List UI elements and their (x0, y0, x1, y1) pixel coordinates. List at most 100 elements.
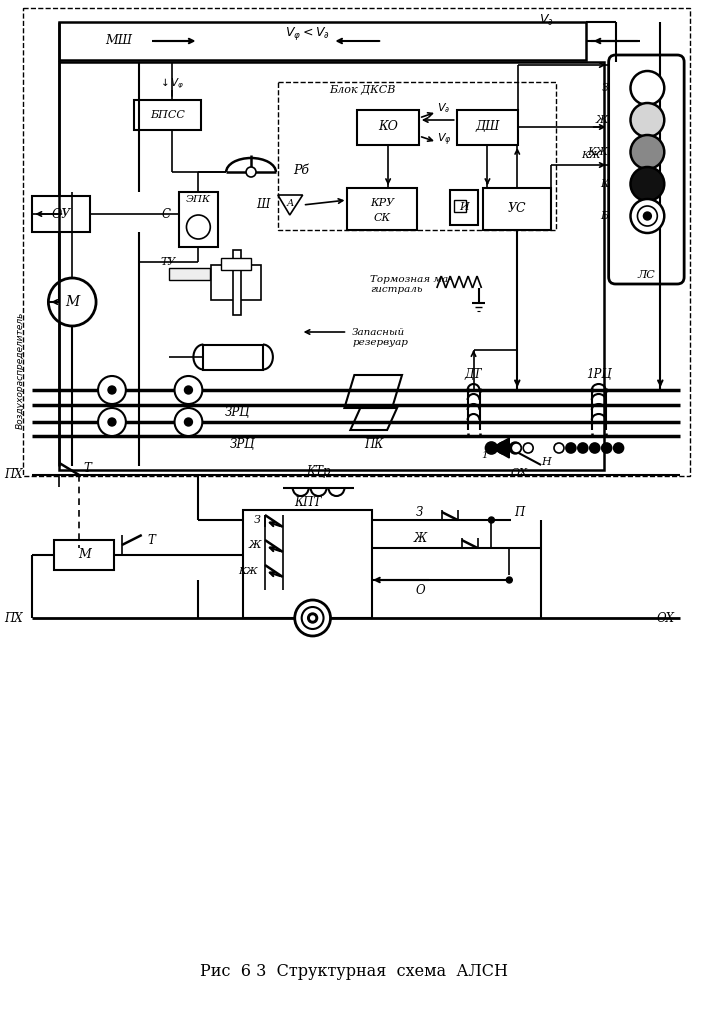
Text: З: З (254, 516, 261, 525)
Bar (278, 82, 556, 230)
Text: $V_\partial$: $V_\partial$ (437, 101, 450, 114)
Text: ОУ: ОУ (51, 207, 71, 221)
Text: ТУ: ТУ (160, 257, 176, 267)
Circle shape (486, 443, 496, 453)
Text: ОХ: ОХ (510, 468, 528, 478)
Text: М: М (65, 295, 80, 309)
Text: КЖ: КЖ (238, 567, 258, 576)
Circle shape (246, 167, 256, 177)
Text: Т: Т (83, 462, 91, 474)
Text: БПСС: БПСС (150, 110, 185, 120)
Text: ЗРЦ: ЗРЦ (226, 405, 251, 419)
Circle shape (175, 408, 202, 436)
Bar (203, 345, 263, 370)
Circle shape (486, 442, 498, 454)
Bar (23, 8, 690, 476)
Circle shape (311, 616, 314, 620)
Text: КРУ: КРУ (370, 198, 394, 208)
Text: К: К (600, 179, 608, 189)
Bar (59, 62, 603, 470)
Text: Ж: Ж (248, 540, 261, 550)
Text: О: О (415, 584, 424, 597)
Bar (457, 110, 518, 145)
Text: ЭПК: ЭПК (186, 196, 211, 204)
Text: Ж: Ж (413, 532, 427, 544)
Text: $V_\partial$: $V_\partial$ (539, 12, 553, 28)
Text: КЖ: КЖ (581, 151, 601, 160)
Circle shape (185, 418, 192, 426)
Circle shape (489, 517, 494, 523)
Bar (168, 268, 210, 280)
Bar (243, 510, 372, 618)
Circle shape (523, 443, 533, 453)
Polygon shape (491, 438, 509, 458)
Bar (54, 540, 114, 570)
Text: $V_\varphi$: $V_\varphi$ (437, 132, 451, 148)
Text: КТр: КТр (307, 466, 331, 478)
Text: П: П (514, 505, 525, 519)
Text: УС: УС (508, 202, 527, 215)
Text: Н: Н (541, 457, 551, 467)
Circle shape (630, 103, 664, 137)
Text: ПХ: ПХ (4, 468, 23, 481)
Text: Рб: Рб (293, 164, 309, 176)
Circle shape (506, 577, 513, 583)
Bar (450, 190, 477, 225)
Bar (134, 100, 202, 130)
Text: ЛС: ЛС (637, 270, 655, 280)
Text: ДТ: ДТ (465, 368, 482, 381)
Text: $\downarrow V_\varphi$: $\downarrow V_\varphi$ (159, 76, 185, 91)
Circle shape (630, 199, 664, 233)
Bar (32, 196, 90, 232)
Text: Б: Б (601, 211, 608, 221)
Text: КЖ: КЖ (587, 147, 608, 157)
Circle shape (108, 386, 116, 394)
Circle shape (601, 443, 612, 453)
Text: Воздухораспределитель: Воздухораспределитель (16, 311, 25, 429)
Circle shape (630, 135, 664, 169)
Circle shape (49, 278, 96, 326)
Text: И: И (459, 202, 469, 212)
Circle shape (498, 442, 509, 454)
Text: А: А (286, 199, 293, 207)
Circle shape (98, 408, 126, 436)
Circle shape (590, 443, 600, 453)
Text: ЗРЦ: ЗРЦ (231, 438, 256, 452)
Text: ОХ: ОХ (656, 611, 674, 625)
Text: КО: КО (378, 121, 398, 133)
FancyBboxPatch shape (608, 55, 684, 284)
Bar (212, 265, 261, 300)
Text: Рис  6 3  Структурная  схема  АЛСН: Рис 6 3 Структурная схема АЛСН (200, 964, 508, 980)
Text: С: С (161, 208, 170, 222)
Circle shape (613, 443, 623, 453)
Circle shape (630, 71, 664, 105)
Circle shape (630, 167, 664, 201)
Circle shape (108, 418, 116, 426)
Text: ПХ: ПХ (4, 611, 23, 625)
Text: 1РЦ: 1РЦ (586, 368, 611, 381)
Bar (357, 110, 419, 145)
Circle shape (175, 376, 202, 404)
Circle shape (644, 212, 651, 220)
Text: $V_\varphi < V_\partial$: $V_\varphi < V_\partial$ (286, 26, 330, 42)
Bar (484, 188, 551, 230)
Text: Запасный
резервуар: Запасный резервуар (352, 328, 408, 347)
Circle shape (302, 607, 324, 629)
Text: Т: Т (148, 533, 156, 546)
Text: КПТ: КПТ (294, 496, 321, 508)
Bar (178, 192, 219, 247)
Circle shape (511, 443, 521, 453)
Text: З: З (416, 505, 424, 519)
Text: ПК: ПК (364, 438, 384, 452)
Text: Ш: Ш (256, 199, 269, 211)
Bar (348, 188, 417, 230)
Circle shape (498, 443, 508, 453)
Text: МШ: МШ (106, 34, 133, 47)
Text: 1: 1 (481, 451, 487, 460)
Bar (233, 250, 241, 315)
Text: М: М (78, 548, 90, 562)
Circle shape (578, 443, 588, 453)
Circle shape (186, 215, 210, 239)
Text: ДШ: ДШ (475, 121, 500, 133)
Bar (221, 258, 251, 270)
